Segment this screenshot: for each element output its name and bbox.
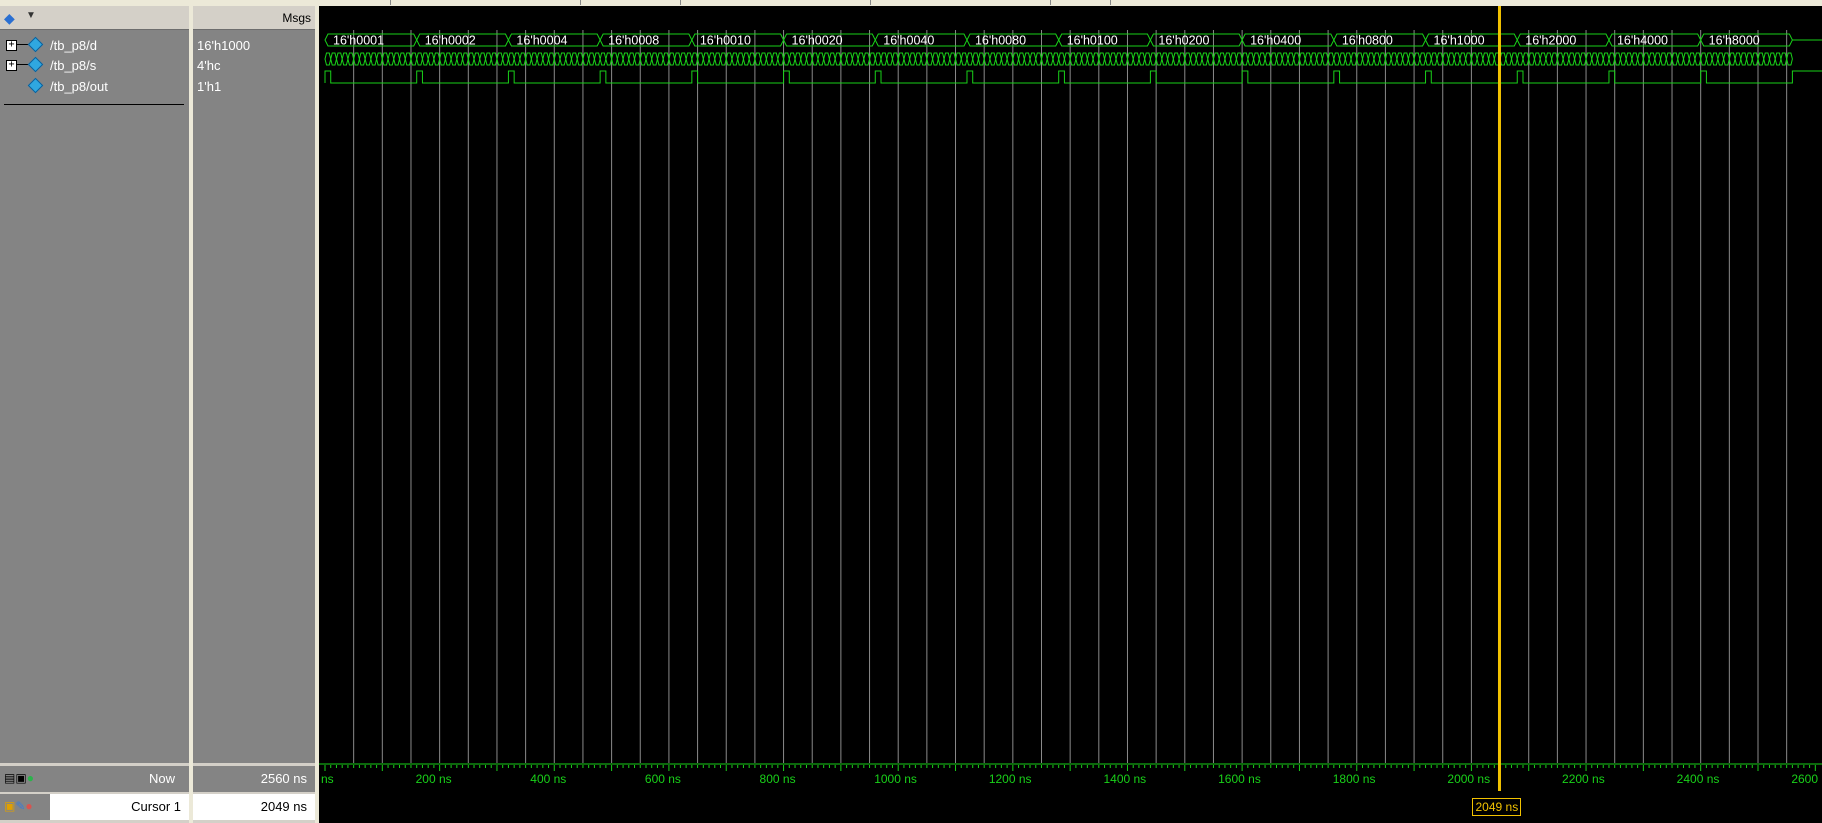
bus-d-segment: [966, 33, 1060, 47]
bus-d-value-label: 16'h0020: [792, 34, 843, 48]
signal-values-pane[interactable]: Msgs 16'h1000 4'hc 1'h1: [193, 6, 315, 763]
ruler-label: 1400 ns: [1103, 772, 1146, 786]
names-pane-header: ◆ ▼: [0, 6, 189, 30]
signal-row-s[interactable]: + /tb_p8/s: [0, 56, 189, 75]
tree-connector: [16, 64, 30, 65]
toolbar-tab[interactable]: [230, 0, 391, 5]
toolbar-tab[interactable]: [680, 0, 871, 5]
bus-d-value-label: 16'h0001: [333, 34, 384, 48]
bus-d-value-label: 16'h0008: [608, 34, 659, 48]
ruler-label: ns: [321, 772, 334, 786]
waveform-area[interactable]: 16'h0001 16'h0002 16'h0004 16'h0008 16'h0010…: [319, 6, 1822, 823]
out-waveform: [324, 70, 1822, 84]
signal-diamond-icon: [27, 36, 44, 53]
cursor-row-name[interactable]: Cursor 1: [50, 794, 189, 820]
bus-s-waveform: [324, 52, 1793, 66]
cursor-value: 2049 ns: [260, 799, 307, 814]
bus-d-value-label: 16'h8000: [1709, 34, 1760, 48]
bus-d-segment: [1608, 33, 1702, 47]
now-row-value: 2560 ns: [193, 766, 315, 792]
signal-diamond-icon: [27, 56, 44, 73]
signal-name[interactable]: /tb_p8/d: [50, 38, 97, 53]
ruler-label: 800 ns: [760, 772, 796, 786]
ruler-label: 1200 ns: [989, 772, 1032, 786]
ruler-label: 1600 ns: [1218, 772, 1261, 786]
bus-d-segment: [874, 33, 968, 47]
toolbar-tab[interactable]: [390, 0, 581, 5]
ruler-label: 200 ns: [416, 772, 452, 786]
signal-name[interactable]: /tb_p8/out: [50, 79, 108, 94]
bus-d-segment: [1424, 33, 1518, 47]
bus-d-value-label: 16'h4000: [1617, 34, 1668, 48]
ruler-band: [319, 763, 1822, 823]
ruler-label: 2000 ns: [1447, 772, 1490, 786]
cursor-label[interactable]: Cursor 1: [131, 799, 181, 814]
signal-value: 1'h1: [197, 79, 222, 94]
cursor-lock-icon[interactable]: ▣✎●: [4, 799, 33, 813]
pane-splitter[interactable]: [315, 6, 319, 823]
toolbar-tab[interactable]: [870, 0, 1051, 5]
ruler-label: 400 ns: [530, 772, 566, 786]
bus-d-segment: [1241, 33, 1335, 47]
pane-splitter[interactable]: [189, 6, 193, 823]
cursor-time-label[interactable]: 2049 ns: [1472, 798, 1522, 816]
bus-d-value-label: 16'h0400: [1250, 34, 1301, 48]
bus-d-segment: [1516, 33, 1610, 47]
now-label: Now: [148, 771, 175, 786]
bus-d-segment: [324, 33, 418, 47]
now-value: 2560 ns: [260, 771, 307, 786]
bus-d-value-label: 16'h0800: [1342, 34, 1393, 48]
ruler-label: 2200 ns: [1562, 772, 1605, 786]
bus-d-value-label: 16'h2000: [1525, 34, 1576, 48]
ruler-label: 2600: [1791, 772, 1818, 786]
bus-d-segment: [1058, 33, 1151, 47]
now-toolbar-icons[interactable]: ▤▣●: [4, 771, 34, 785]
value-row-d: 16'h1000: [193, 36, 315, 55]
tree-connector: [16, 44, 30, 45]
waveform-canvas[interactable]: 16'h0001 16'h0002 16'h0004 16'h0008 16'h0010…: [319, 6, 1822, 823]
toolbar-tab[interactable]: [1050, 0, 1111, 5]
signal-row-d[interactable]: + /tb_p8/d: [0, 36, 189, 55]
bus-d-segment: [599, 33, 693, 47]
wave-logo-icon[interactable]: ◆: [4, 10, 15, 26]
expand-plus-icon[interactable]: +: [6, 40, 17, 51]
chevron-down-icon[interactable]: ▼: [26, 10, 36, 21]
cursor-row-value: 2049 ns: [193, 794, 315, 820]
bus-d-segment: [416, 33, 509, 47]
bus-d-segment: [1149, 33, 1243, 47]
bus-d-value-label: 16'h0040: [883, 34, 934, 48]
ruler-label: 600 ns: [645, 772, 681, 786]
signal-value: 4'hc: [197, 58, 221, 73]
bus-d-segment: [1333, 33, 1427, 47]
ruler-label: 1800 ns: [1333, 772, 1376, 786]
value-row-out: 1'h1: [193, 77, 315, 96]
bus-d-value-label: 16'h0002: [425, 34, 476, 48]
values-pane-header: Msgs: [193, 6, 315, 30]
signal-diamond-icon: [27, 77, 44, 94]
bus-d-segment: [507, 33, 601, 47]
bus-d-segment: [783, 33, 876, 47]
bus-d-value-label: 16'h0100: [1067, 34, 1118, 48]
bus-d-value-label: 16'h0004: [516, 34, 567, 48]
cursor-row-icons: ▣✎●: [0, 794, 50, 820]
insertion-marker: [4, 104, 184, 105]
signal-row-out[interactable]: /tb_p8/out: [0, 77, 189, 96]
now-row-name: ▤▣● Now: [0, 766, 189, 792]
toolbar-tab[interactable]: [580, 0, 681, 5]
value-row-s: 4'hc: [193, 56, 315, 75]
bus-d-segment: [1700, 33, 1793, 47]
signal-value: 16'h1000: [197, 38, 251, 53]
bus-d-value-label: 16'h1000: [1434, 34, 1485, 48]
ruler-label: 1000 ns: [874, 772, 917, 786]
signal-name[interactable]: /tb_p8/s: [50, 58, 97, 73]
msgs-header: Msgs: [282, 11, 311, 25]
expand-plus-icon[interactable]: +: [6, 60, 17, 71]
ruler-label: 2400 ns: [1677, 772, 1720, 786]
bus-d-value-label: 16'h0010: [700, 34, 751, 48]
bus-d-segment: [691, 33, 785, 47]
signal-names-pane[interactable]: ◆ ▼ + /tb_p8/d + /tb_p8/s /tb_p8/out: [0, 6, 189, 763]
bus-d-value-label: 16'h0200: [1158, 34, 1209, 48]
bus-d-value-label: 16'h0080: [975, 34, 1026, 48]
